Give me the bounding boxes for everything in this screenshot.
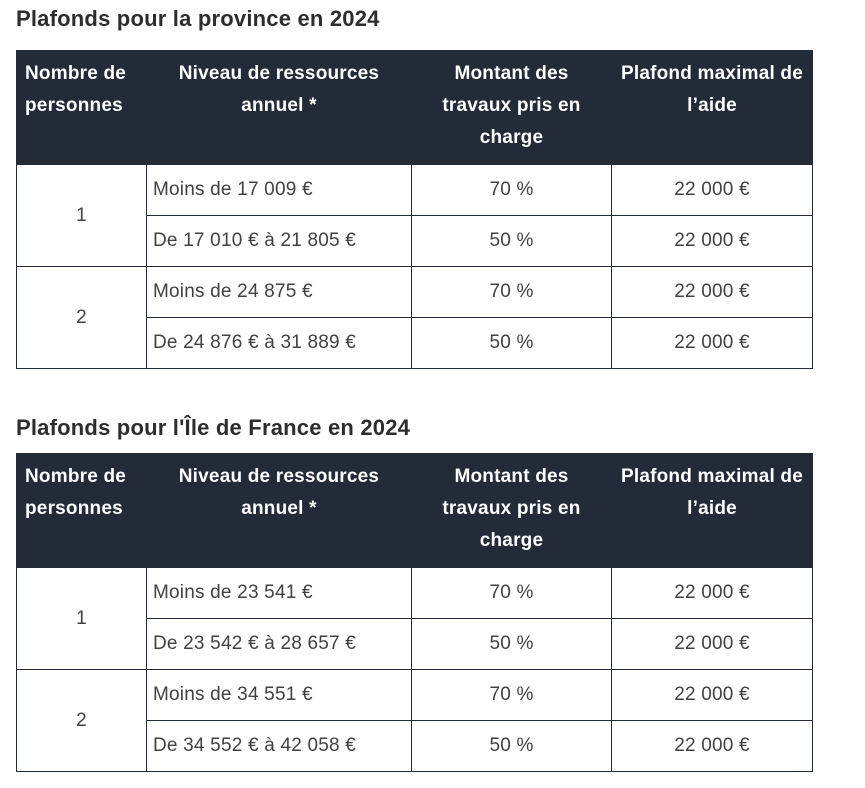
persons-cell: 1	[16, 567, 147, 670]
persons-cell: 1	[16, 164, 147, 267]
table-row: 1 Moins de 17 009 € 70 % 22 000 €	[16, 164, 813, 267]
max-aid-cell: 22 000 €	[611, 720, 813, 772]
max-aid-cell: 22 000 €	[611, 317, 813, 369]
column-header-rate: Montant des travaux pris en charge	[411, 50, 612, 165]
ile-de-france-section: Plafonds pour l'Île de France en 2024 No…	[16, 415, 813, 772]
rate-cell: 70 %	[411, 266, 612, 318]
ile-de-france-table: Nombre de personnes Niveau de ressources…	[16, 453, 813, 772]
table-row: 2 Moins de 34 551 € 70 % 22 000 €	[16, 669, 813, 772]
table-title-province: Plafonds pour la province en 2024	[16, 6, 380, 31]
persons-cell: 2	[16, 266, 147, 369]
rate-cell: 50 %	[411, 720, 612, 772]
resources-cell: De 23 542 € à 28 657 €	[146, 618, 412, 670]
table-row: 2 Moins de 24 875 € 70 % 22 000 €	[16, 266, 813, 369]
max-aid-cell: 22 000 €	[611, 618, 813, 670]
resources-cell: De 24 876 € à 31 889 €	[146, 317, 412, 369]
province-table-header: Nombre de personnes Niveau de ressources…	[16, 50, 813, 165]
province-table: Nombre de personnes Niveau de ressources…	[16, 50, 813, 369]
column-header-max-aid: Plafond maximal de l’aide	[611, 453, 813, 568]
persons-cell: 2	[16, 669, 147, 772]
table-row: De 23 542 € à 28 657 € 50 % 22 000 €	[17, 618, 813, 670]
province-section: Plafonds pour la province en 2024 Nombre…	[16, 6, 813, 369]
column-header-persons: Nombre de personnes	[16, 50, 147, 165]
ile-de-france-table-header: Nombre de personnes Niveau de ressources…	[16, 453, 813, 568]
column-header-resources: Niveau de ressources annuel *	[146, 453, 412, 568]
column-header-persons: Nombre de personnes	[16, 453, 147, 568]
max-aid-cell: 22 000 €	[611, 567, 813, 619]
rate-cell: 70 %	[411, 669, 612, 721]
resources-cell: De 34 552 € à 42 058 €	[146, 720, 412, 772]
header-row: Nombre de personnes Niveau de ressources…	[16, 50, 813, 165]
table-row: De 24 876 € à 31 889 € 50 % 22 000 €	[17, 317, 813, 369]
resources-cell: De 17 010 € à 21 805 €	[146, 215, 412, 267]
resources-cell: Moins de 24 875 €	[146, 266, 412, 318]
max-aid-cell: 22 000 €	[611, 266, 813, 318]
column-header-max-aid: Plafond maximal de l’aide	[611, 50, 813, 165]
header-row: Nombre de personnes Niveau de ressources…	[16, 453, 813, 568]
resources-cell: Moins de 23 541 €	[146, 567, 412, 619]
resources-cell: Moins de 17 009 €	[146, 164, 412, 216]
column-header-rate: Montant des travaux pris en charge	[411, 453, 612, 568]
resources-cell: Moins de 34 551 €	[146, 669, 412, 721]
rate-cell: 50 %	[411, 618, 612, 670]
rate-cell: 70 %	[411, 164, 612, 216]
table-row: De 34 552 € à 42 058 € 50 % 22 000 €	[17, 720, 813, 772]
max-aid-cell: 22 000 €	[611, 164, 813, 216]
max-aid-cell: 22 000 €	[611, 669, 813, 721]
table-row: De 17 010 € à 21 805 € 50 % 22 000 €	[17, 215, 813, 267]
max-aid-cell: 22 000 €	[611, 215, 813, 267]
rate-cell: 50 %	[411, 317, 612, 369]
rate-cell: 70 %	[411, 567, 612, 619]
ile-de-france-table-body: 1 Moins de 23 541 € 70 % 22 000 € De 23 …	[16, 567, 813, 772]
rate-cell: 50 %	[411, 215, 612, 267]
table-title-ile-de-france: Plafonds pour l'Île de France en 2024	[16, 415, 411, 440]
table-row: 1 Moins de 23 541 € 70 % 22 000 €	[16, 567, 813, 670]
province-table-body: 1 Moins de 17 009 € 70 % 22 000 € De 17 …	[16, 164, 813, 369]
column-header-resources: Niveau de ressources annuel *	[146, 50, 412, 165]
